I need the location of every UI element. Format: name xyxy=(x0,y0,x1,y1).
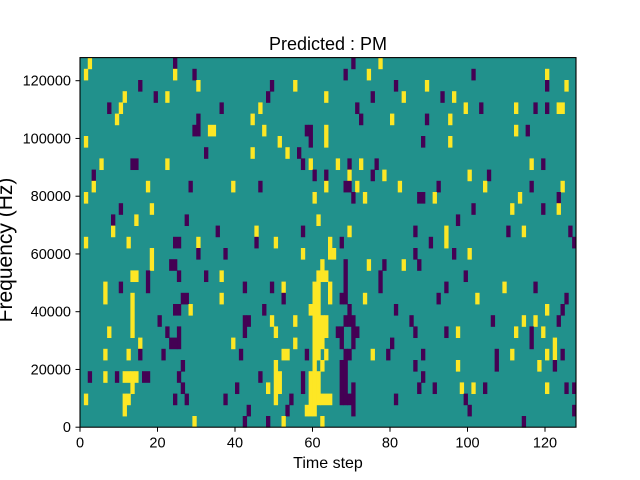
svg-text:120: 120 xyxy=(533,436,557,452)
svg-text:Frequency (Hz): Frequency (Hz) xyxy=(0,178,17,323)
svg-text:40000: 40000 xyxy=(31,305,71,321)
svg-text:60: 60 xyxy=(304,436,320,452)
svg-text:20: 20 xyxy=(149,436,165,452)
svg-text:100: 100 xyxy=(455,436,479,452)
svg-text:80000: 80000 xyxy=(31,189,71,205)
svg-text:120000: 120000 xyxy=(23,74,71,90)
svg-text:100000: 100000 xyxy=(23,131,71,147)
svg-text:60000: 60000 xyxy=(31,247,71,263)
svg-text:20000: 20000 xyxy=(31,362,71,378)
svg-text:80: 80 xyxy=(382,436,398,452)
svg-text:40: 40 xyxy=(227,436,243,452)
svg-text:0: 0 xyxy=(63,420,71,436)
svg-text:Predicted : PM: Predicted : PM xyxy=(269,34,387,54)
svg-text:0: 0 xyxy=(76,436,84,452)
svg-text:Time step: Time step xyxy=(293,455,363,472)
